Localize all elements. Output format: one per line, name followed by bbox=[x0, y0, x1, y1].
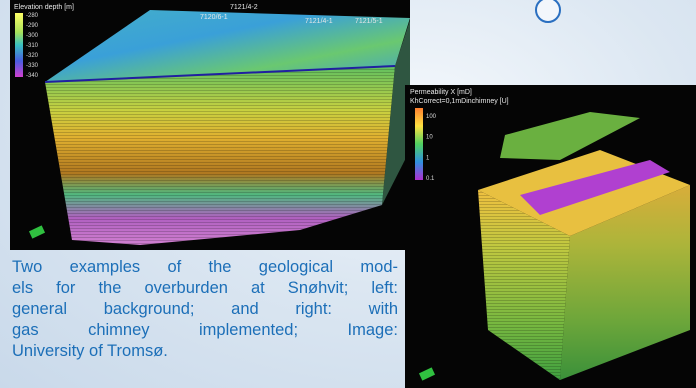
well-label: 7121/4-1 bbox=[305, 18, 333, 25]
caption: Two examples of the geological mod-els f… bbox=[12, 257, 398, 362]
decor-circle bbox=[536, 0, 560, 22]
well-label: 7120/6-1 bbox=[200, 14, 228, 21]
colorbar-label: -320 bbox=[26, 53, 39, 59]
caption-line: general background; and right: with bbox=[12, 299, 398, 320]
well-label: 7121/5-1 bbox=[355, 18, 383, 25]
colorbar bbox=[415, 108, 423, 180]
colorbar-title: Permeability X [mD] bbox=[410, 89, 472, 96]
well-label: 7121/4-2 bbox=[230, 4, 258, 11]
colorbar bbox=[15, 13, 23, 77]
left-image: Elevation depth [m] -280 -290 -300 -310 -320… bbox=[10, 0, 410, 250]
caption-line: els for the overburden at Snøhvit; left: bbox=[12, 278, 398, 299]
caption-line: gas chimney implemented; Image: bbox=[12, 320, 398, 341]
right-image: Permeability X [mD] KhCorrect=0,1mDinchi… bbox=[405, 85, 696, 388]
colorbar-label: 100 bbox=[426, 114, 437, 120]
caption-line: Two examples of the geological mod- bbox=[12, 257, 398, 278]
colorbar-label: 0.1 bbox=[426, 176, 435, 182]
caption-line: University of Tromsø. bbox=[12, 341, 398, 362]
colorbar-label: -310 bbox=[26, 43, 39, 49]
colorbar-title: Elevation depth [m] bbox=[14, 4, 74, 11]
colorbar-label: -340 bbox=[26, 73, 39, 79]
colorbar-label: 10 bbox=[426, 135, 433, 141]
colorbar-label: -280 bbox=[26, 13, 39, 19]
colorbar-label: -330 bbox=[26, 63, 39, 69]
colorbar-label: -300 bbox=[26, 33, 39, 39]
page: Elevation depth [m] -280 -290 -300 -310 -320… bbox=[0, 0, 696, 388]
colorbar-subtitle: KhCorrect=0,1mDinchimney [U] bbox=[410, 98, 509, 105]
colorbar-label: -290 bbox=[26, 23, 39, 29]
